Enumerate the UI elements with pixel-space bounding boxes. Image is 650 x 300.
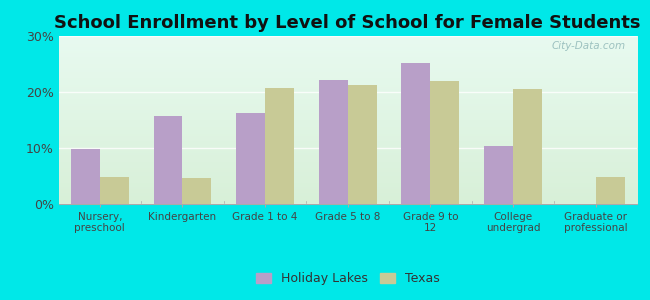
Bar [71, 148, 100, 204]
Bar [265, 88, 294, 204]
Bar [595, 177, 625, 204]
Bar [183, 178, 211, 204]
Bar [318, 80, 348, 204]
Title: School Enrollment by Level of School for Female Students: School Enrollment by Level of School for… [55, 14, 641, 32]
Bar [153, 116, 183, 204]
Bar [348, 85, 377, 204]
Legend: Holiday Lakes, Texas: Holiday Lakes, Texas [255, 272, 440, 285]
Bar [402, 63, 430, 204]
Bar [484, 146, 513, 204]
Bar [236, 113, 265, 204]
Text: City-Data.com: City-Data.com [551, 41, 625, 51]
Bar [100, 177, 129, 204]
Bar [513, 88, 542, 204]
Bar [430, 81, 460, 204]
